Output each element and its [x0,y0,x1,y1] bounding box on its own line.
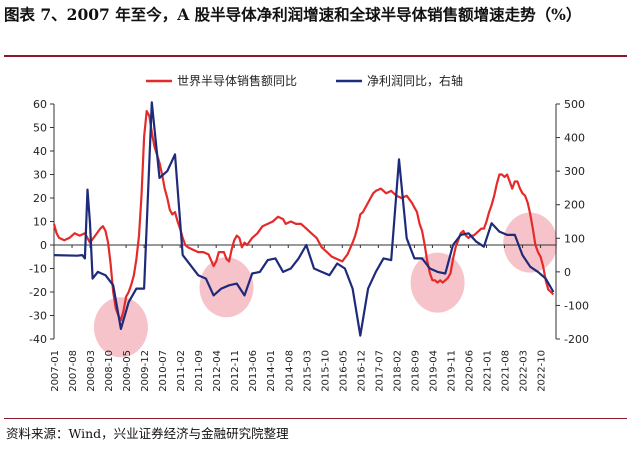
left-tick-label: 20 [33,192,47,205]
profit-growth-line [53,101,555,337]
x-tick-label: 2021-08 [501,350,512,392]
x-tick-label: 2018-09 [410,350,421,392]
legend-label: 世界半导体销售额同比 [177,73,297,88]
left-tick-label: -20 [29,286,47,299]
right-tick-label: 100 [564,232,585,245]
x-tick-label: 2016-12 [356,350,367,392]
sales-growth-line [52,110,555,322]
series-layer [52,101,555,337]
title-divider [4,55,627,57]
x-tick-label: 2011-02 [176,350,187,392]
left-tick-label: -30 [29,310,47,323]
left-tick-label: 60 [33,98,47,111]
left-tick-label: 0 [40,239,47,252]
highlight-circle [503,212,558,273]
x-tick-label: 2012-04 [212,350,223,392]
right-tick-label: -200 [564,333,589,346]
left-tick-label: -40 [29,333,47,346]
legend-label: 净利润同比，右轴 [367,73,463,88]
left-tick-label: 40 [33,145,47,158]
x-tick-label: 2022-10 [537,350,548,392]
x-tick-label: 2019-04 [428,350,439,392]
left-tick-label: 50 [33,122,47,135]
x-tick-label: 2020-06 [464,350,475,392]
x-tick-label: 2017-07 [374,350,385,392]
x-tick-label: 2022-03 [519,350,530,392]
x-tick-label: 2013-06 [248,350,259,392]
x-tick-label: 2010-07 [158,350,169,392]
x-tick-label: 2021-01 [482,350,493,392]
x-tick-label: 2014-01 [266,350,277,392]
chart-legend: 世界半导体销售额同比 净利润同比，右轴 [146,73,463,88]
x-tick-label: 2007-01 [50,350,61,392]
x-tick-label: 2009-05 [122,350,133,392]
right-tick-label: 500 [564,98,585,111]
source-divider [4,418,627,419]
x-tick-label: 2015-03 [302,350,313,392]
source-note: 资料来源：Wind，兴业证券经济与金融研究院整理 [6,426,289,441]
x-tick-label: 2019-11 [446,350,457,392]
x-tick-label: 2012-11 [230,350,241,392]
x-tick-label: 2014-08 [284,350,295,392]
x-tick-label: 2015-10 [320,350,331,392]
left-tick-label: 10 [33,216,47,229]
right-tick-label: -100 [564,299,589,312]
left-tick-label: -10 [29,263,47,276]
x-tick-label: 2018-02 [392,350,403,392]
x-tick-label: 2008-10 [104,350,115,392]
x-tick-label: 2007-08 [68,350,79,392]
right-tick-label: 200 [564,199,585,212]
right-tick-label: 0 [564,266,571,279]
axes-layer: -40-30-20-100102030405060-200-1000100200… [29,98,589,392]
x-tick-label: 2016-05 [338,350,349,392]
chart-title: 图表 7、2007 年至今，A 股半导体净利润增速和全球半导体销售额增速走势（%… [4,5,582,24]
x-tick-label: 2011-09 [194,350,205,392]
x-tick-label: 2008-03 [86,350,97,392]
left-tick-label: 30 [33,169,47,182]
x-tick-label: 2009-12 [140,350,151,392]
right-tick-label: 400 [564,132,585,145]
right-tick-label: 300 [564,165,585,178]
